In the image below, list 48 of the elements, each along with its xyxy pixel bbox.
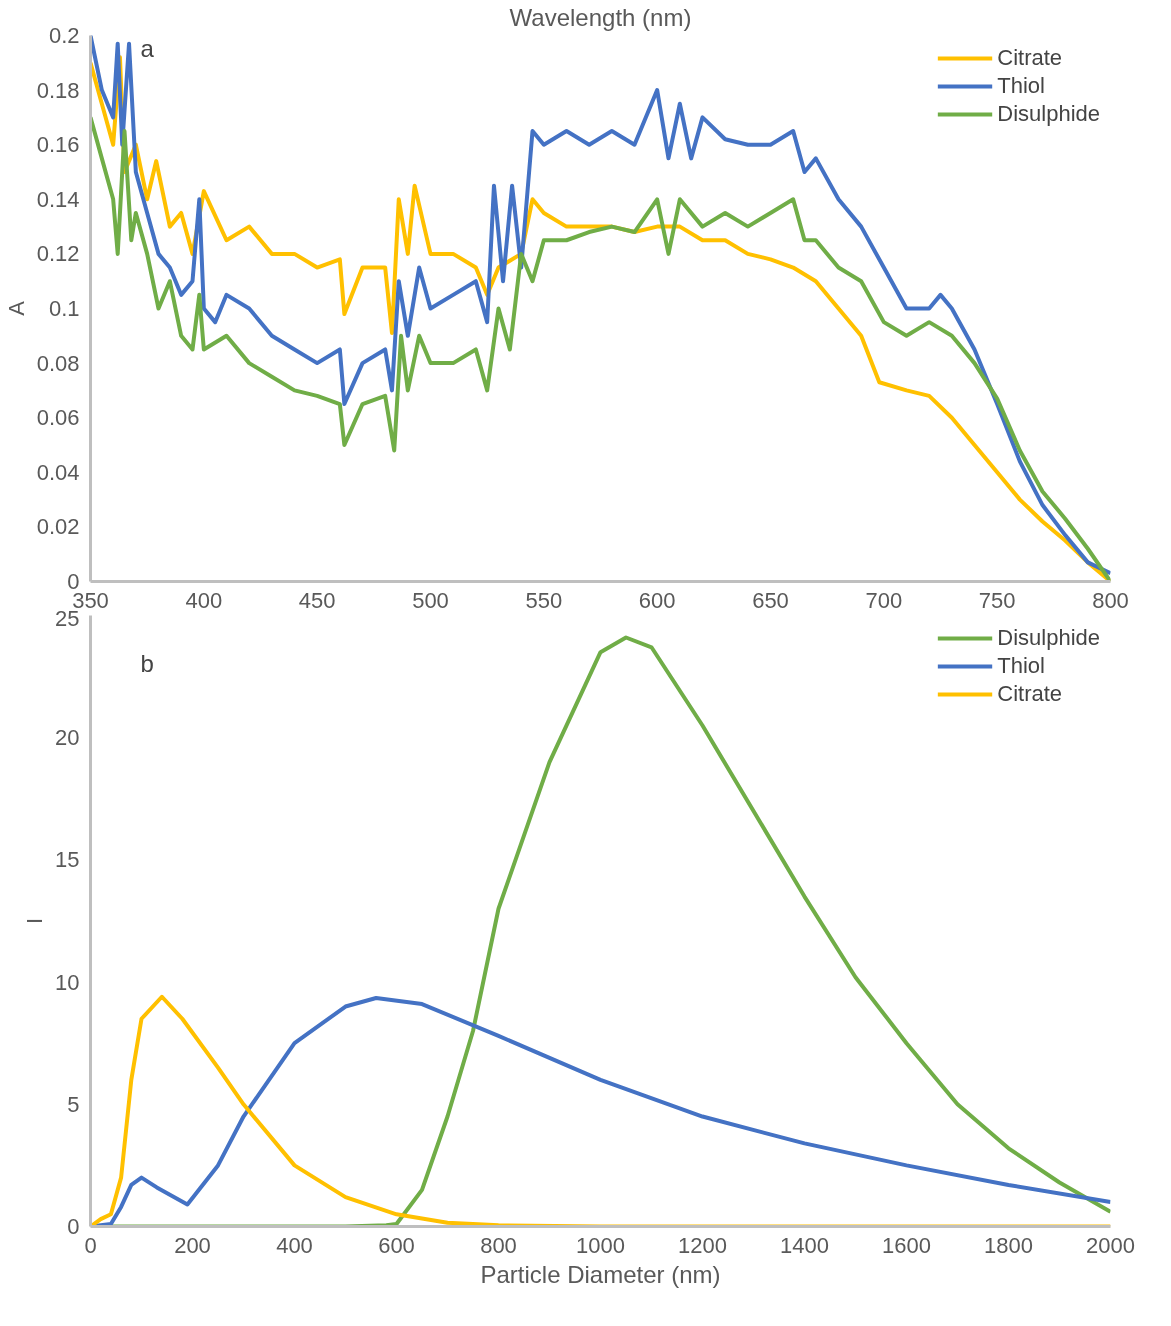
legend-label: Disulphide — [997, 101, 1100, 127]
y-tick-label: 0.04 — [36, 459, 80, 485]
legend-label: Citrate — [997, 681, 1063, 707]
x-tick-label: 400 — [276, 1232, 313, 1258]
y-tick-label: 0 — [67, 1214, 80, 1239]
y-tick-label: 0.08 — [36, 350, 80, 376]
x-tick-label: 1000 — [576, 1232, 625, 1258]
x-tick-label: 1200 — [678, 1232, 727, 1258]
x-tick-label: 600 — [638, 587, 676, 613]
x-tick-label: 1800 — [984, 1232, 1033, 1258]
y-tick-label: 0.12 — [36, 241, 80, 267]
y-tick-label: 0.16 — [36, 132, 80, 158]
x-tick-label: 550 — [525, 587, 563, 613]
y-tick-label: 0.2 — [48, 23, 80, 48]
y-tick-label: 0.02 — [36, 514, 80, 540]
x-tick-label: 450 — [298, 587, 336, 613]
x-tick-label: 650 — [752, 587, 789, 613]
x-axis-title: Particle Diameter (nm) — [480, 1260, 721, 1288]
y-tick-label: 20 — [55, 725, 80, 751]
x-tick-label: 400 — [185, 587, 223, 613]
legend-label: Citrate — [997, 45, 1063, 71]
x-tick-label: 0 — [84, 1232, 97, 1258]
x-tick-label: 1400 — [780, 1232, 829, 1258]
y-tick-label: 5 — [67, 1091, 80, 1117]
x-tick-label: 800 — [480, 1232, 517, 1258]
legend-label: Thiol — [997, 653, 1045, 679]
legend-label: Thiol — [997, 73, 1045, 99]
y-tick-label: 0.18 — [36, 77, 80, 103]
y-tick-label: 0 — [67, 569, 80, 594]
x-tick-label: 750 — [978, 587, 1016, 613]
annotation: b — [140, 649, 154, 677]
x-axis-title: Wavelength (nm) — [509, 3, 692, 31]
y-tick-label: 0.14 — [36, 186, 80, 212]
x-tick-label: 500 — [412, 587, 449, 613]
y-tick-label: 10 — [55, 969, 80, 995]
x-tick-label: 200 — [174, 1232, 211, 1258]
y-tick-label: 0.06 — [36, 405, 80, 431]
x-tick-label: 1600 — [882, 1232, 931, 1258]
x-tick-label: 800 — [1092, 587, 1129, 613]
y-tick-label: 15 — [55, 847, 80, 873]
y-axis-title: I — [22, 917, 48, 925]
legend-label: Disulphide — [997, 625, 1100, 651]
x-tick-label: 700 — [865, 587, 903, 613]
y-tick-label: 0.1 — [48, 296, 80, 321]
annotation: a — [140, 34, 155, 62]
y-axis-title: A — [3, 300, 29, 316]
x-tick-label: 2000 — [1086, 1232, 1135, 1258]
x-tick-label: 600 — [378, 1232, 415, 1258]
